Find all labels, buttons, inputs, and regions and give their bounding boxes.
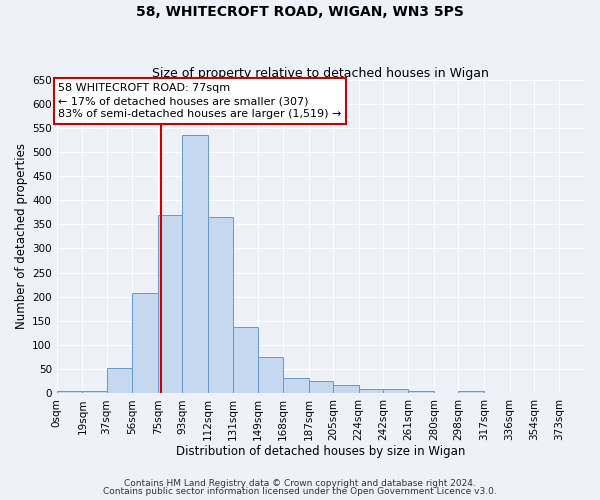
Bar [383,390,409,394]
Bar [57,391,82,394]
Text: Contains HM Land Registry data © Crown copyright and database right 2024.: Contains HM Land Registry data © Crown c… [124,478,476,488]
Bar [333,384,359,394]
Title: Size of property relative to detached houses in Wigan: Size of property relative to detached ho… [152,66,490,80]
Bar [257,357,283,394]
Bar [208,217,233,394]
Bar [82,391,107,394]
Bar [158,214,182,394]
Bar [409,391,434,394]
Bar [233,326,257,394]
Bar [458,391,484,394]
Text: 58 WHITECROFT ROAD: 77sqm
← 17% of detached houses are smaller (307)
83% of semi: 58 WHITECROFT ROAD: 77sqm ← 17% of detac… [58,83,341,120]
Bar [182,135,208,394]
Text: 58, WHITECROFT ROAD, WIGAN, WN3 5PS: 58, WHITECROFT ROAD, WIGAN, WN3 5PS [136,5,464,19]
Bar [309,382,333,394]
Y-axis label: Number of detached properties: Number of detached properties [15,144,28,330]
Bar [132,294,158,394]
Bar [107,368,132,394]
X-axis label: Distribution of detached houses by size in Wigan: Distribution of detached houses by size … [176,444,466,458]
Bar [359,390,383,394]
Text: Contains public sector information licensed under the Open Government Licence v3: Contains public sector information licen… [103,487,497,496]
Bar [283,378,309,394]
